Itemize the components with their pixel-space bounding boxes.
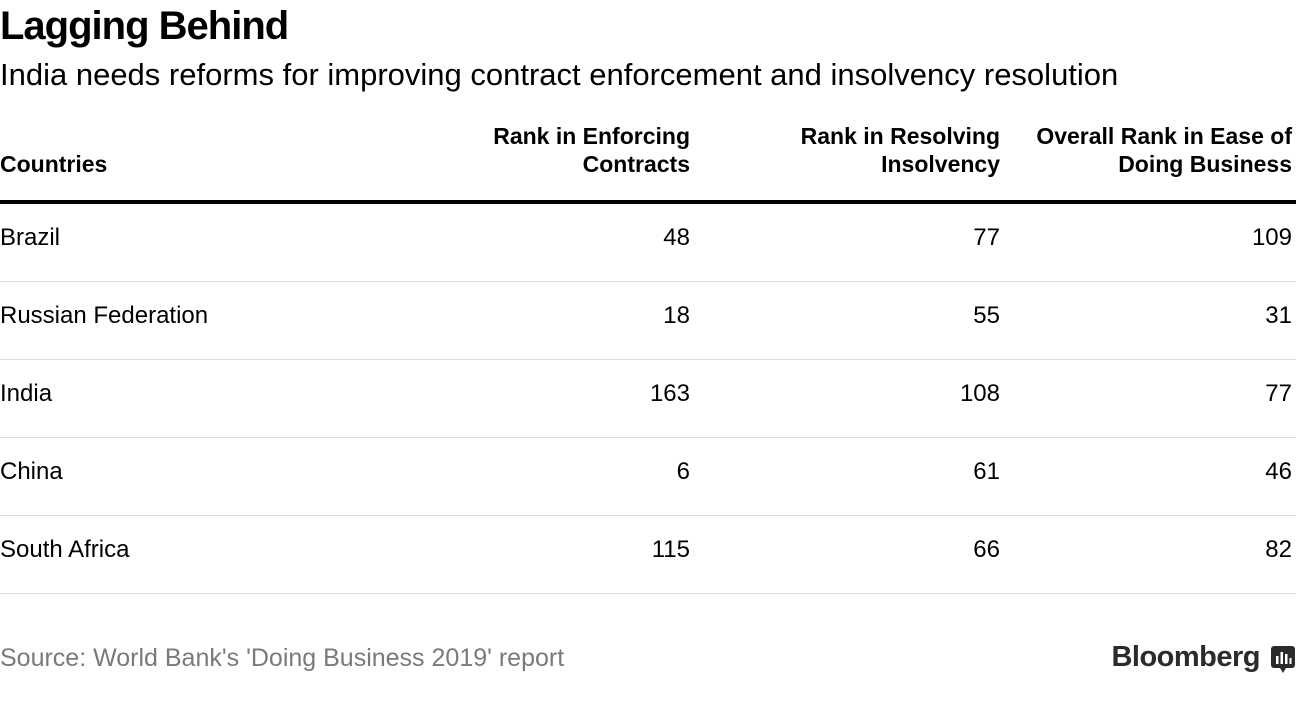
enforcing-contracts-cell: 163 bbox=[649, 380, 690, 407]
country-cell: India bbox=[0, 380, 53, 407]
table-row: South Africa 115 66 82 bbox=[0, 516, 1296, 594]
resolving-insolvency-cell: 55 bbox=[973, 302, 1000, 329]
chart-title: Lagging Behind bbox=[0, 4, 289, 48]
country-cell: Russian Federation bbox=[0, 302, 209, 329]
chart-subtitle: India needs reforms for improving contra… bbox=[0, 57, 1119, 92]
table-row: Brazil 48 77 109 bbox=[0, 204, 1296, 282]
enforcing-contracts-cell: 18 bbox=[663, 302, 690, 329]
brand-logo: Bloomberg bbox=[1111, 641, 1260, 673]
resolving-insolvency-cell: 77 bbox=[973, 224, 1000, 251]
resolving-insolvency-cell: 66 bbox=[973, 536, 1000, 563]
country-cell: China bbox=[0, 458, 63, 485]
table-header: Countries Rank in Enforcing Contracts Ran… bbox=[0, 123, 1296, 204]
data-table: Countries Rank in Enforcing Contracts Ran… bbox=[0, 123, 1296, 594]
resolving-insolvency-cell: 61 bbox=[973, 458, 1000, 485]
country-cell: Brazil bbox=[0, 224, 61, 251]
table-row: Russian Federation 18 55 31 bbox=[0, 282, 1296, 360]
overall-rank-cell: 109 bbox=[1251, 224, 1292, 251]
table-row: China 6 61 46 bbox=[0, 438, 1296, 516]
overall-rank-cell: 31 bbox=[1265, 302, 1292, 329]
country-cell: South Africa bbox=[0, 536, 130, 563]
column-header-overall-rank: Overall Rank in Ease of Doing Business bbox=[1036, 123, 1292, 177]
table-body: Brazil 48 77 109 Russian Federation 18 55 31 Ind… bbox=[0, 204, 1296, 594]
enforcing-contracts-cell: 48 bbox=[663, 224, 690, 251]
source-note: Source: World Bank's 'Doing Business 201… bbox=[0, 644, 565, 672]
column-header-resolving-insolvency: Rank in Resolving Insolvency bbox=[800, 123, 1000, 177]
resolving-insolvency-cell: 108 bbox=[959, 380, 1000, 407]
overall-rank-cell: 77 bbox=[1265, 380, 1292, 407]
table-row: India 163 108 77 bbox=[0, 360, 1296, 438]
enforcing-contracts-cell: 115 bbox=[651, 536, 690, 563]
column-header-countries: Countries bbox=[0, 151, 108, 177]
enforcing-contracts-cell: 6 bbox=[676, 458, 690, 485]
column-header-enforcing-contracts: Rank in Enforcing Contracts bbox=[493, 123, 690, 177]
overall-rank-cell: 46 bbox=[1265, 458, 1292, 485]
bloomberg-chart-icon bbox=[1271, 646, 1295, 673]
overall-rank-cell: 82 bbox=[1265, 536, 1292, 563]
